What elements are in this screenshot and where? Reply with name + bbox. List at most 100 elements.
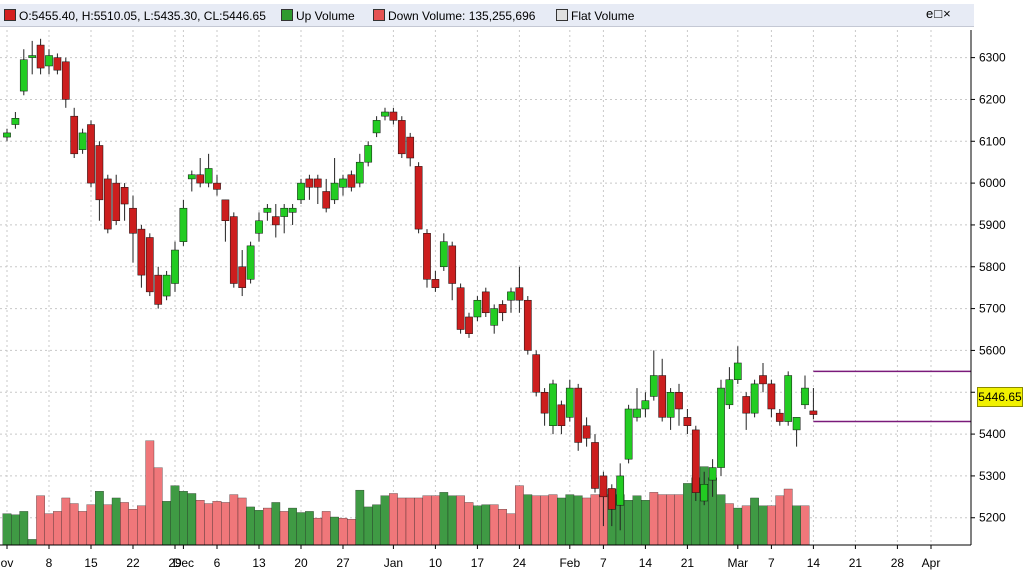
candle-body xyxy=(456,287,465,330)
candle-body xyxy=(666,392,675,418)
volume-bar xyxy=(414,497,423,546)
candle-body xyxy=(624,408,633,460)
candle-body xyxy=(532,354,541,393)
volume-bar xyxy=(573,495,583,546)
volume-bar xyxy=(195,500,205,546)
x-tick-label: Jan xyxy=(384,556,403,570)
candle-body xyxy=(61,61,70,100)
candle-body xyxy=(305,178,314,188)
candle-body xyxy=(490,308,499,326)
candle-body xyxy=(246,245,255,280)
close-icon[interactable]: × xyxy=(943,6,952,21)
candle-body xyxy=(137,228,146,276)
volume-bar xyxy=(355,489,365,546)
volume-bar xyxy=(2,513,12,546)
volume-bar xyxy=(338,517,348,546)
volume-bar xyxy=(758,505,768,546)
candle-body xyxy=(557,404,566,426)
legend-ohlc: O:5455.40, H:5510.05, L:5435.30, CL:5446… xyxy=(4,9,266,23)
volume-bar xyxy=(557,497,566,546)
candle-body xyxy=(750,383,759,414)
volume-bar xyxy=(229,494,239,546)
candle-body xyxy=(339,178,347,188)
down-volume-label: Down Volume: 135,255,696 xyxy=(388,9,536,23)
candle-body xyxy=(691,429,700,493)
candle-body xyxy=(204,168,213,184)
volume-bar xyxy=(649,492,659,546)
candle-body xyxy=(565,387,574,418)
candle-body xyxy=(162,274,171,297)
volume-bar xyxy=(279,511,289,546)
x-tick-label: 8 xyxy=(46,556,53,570)
volume-bar xyxy=(439,492,449,546)
candle-body xyxy=(372,120,381,134)
candle-body xyxy=(423,233,431,280)
volume-bar xyxy=(498,509,507,546)
volume-bar xyxy=(489,504,499,546)
volume-bar xyxy=(716,494,726,546)
volume-bar xyxy=(506,513,516,546)
volume-bar xyxy=(641,500,650,546)
y-tick-label: 5400 xyxy=(979,427,1006,441)
volume-bar xyxy=(523,494,533,546)
volume-bar xyxy=(464,502,474,546)
volume-bar xyxy=(380,495,390,546)
volume-bar xyxy=(397,497,407,546)
volume-bar xyxy=(473,505,482,546)
candle-body xyxy=(574,387,583,443)
candle-body xyxy=(187,174,196,180)
volume-bar xyxy=(221,502,230,546)
candle-body xyxy=(28,55,37,58)
maximize-icon[interactable]: □ xyxy=(934,6,944,21)
up-volume-swatch-icon xyxy=(281,9,293,21)
candle-body xyxy=(801,387,809,406)
volume-bar xyxy=(725,503,734,546)
x-tick-label: Feb xyxy=(559,556,580,570)
volume-bar xyxy=(44,513,54,546)
candle-body xyxy=(129,207,137,234)
legend-up-volume[interactable]: Up Volume xyxy=(281,9,355,23)
volume-bar xyxy=(254,510,264,546)
ohlc-text: O:5455.40, H:5510.05, L:5435.30, CL:5446… xyxy=(19,9,266,23)
volume-bar xyxy=(363,506,373,546)
y-tick-label: 5700 xyxy=(979,302,1006,316)
chart-legend: O:5455.40, H:5510.05, L:5435.30, CL:5446… xyxy=(0,0,1024,30)
volume-bar xyxy=(111,497,121,546)
candle-body xyxy=(364,145,373,163)
x-tick-label: 7 xyxy=(600,556,607,570)
x-tick-label: ov xyxy=(1,556,14,570)
candle-body xyxy=(700,484,709,502)
volume-bar xyxy=(313,517,323,546)
candle-body xyxy=(322,191,331,209)
volume-bar xyxy=(27,539,37,546)
volume-bar xyxy=(145,440,155,546)
y-tick-label: 5300 xyxy=(979,469,1006,483)
last-price-badge: 5446.65 xyxy=(977,387,1023,407)
legend-down-volume[interactable]: Down Volume: 135,255,696 xyxy=(373,9,535,23)
volume-bar xyxy=(61,497,71,546)
candle-body xyxy=(229,216,238,284)
volume-bar xyxy=(11,514,20,546)
candle-body xyxy=(465,316,473,334)
volume-bar xyxy=(347,519,356,546)
candle-body xyxy=(11,118,20,125)
volume-bar xyxy=(204,503,213,546)
volume-bar xyxy=(447,495,457,546)
x-tick-label: 24 xyxy=(513,556,527,570)
candle-body xyxy=(523,299,532,351)
candle-body xyxy=(145,237,154,293)
candle-body xyxy=(355,161,364,184)
restore-icon[interactable]: e xyxy=(926,6,935,21)
volume-bar xyxy=(565,494,575,546)
volume-bar xyxy=(305,511,314,546)
x-tick-label: 10 xyxy=(429,556,443,570)
volume-bar xyxy=(657,494,667,546)
volume-bar xyxy=(540,495,549,546)
x-tick-label: 21 xyxy=(849,556,863,570)
volume-bar xyxy=(95,491,104,546)
legend-flat-volume[interactable]: Flat Volume xyxy=(556,9,634,23)
candle-body xyxy=(708,467,717,481)
volume-bar xyxy=(296,512,306,546)
